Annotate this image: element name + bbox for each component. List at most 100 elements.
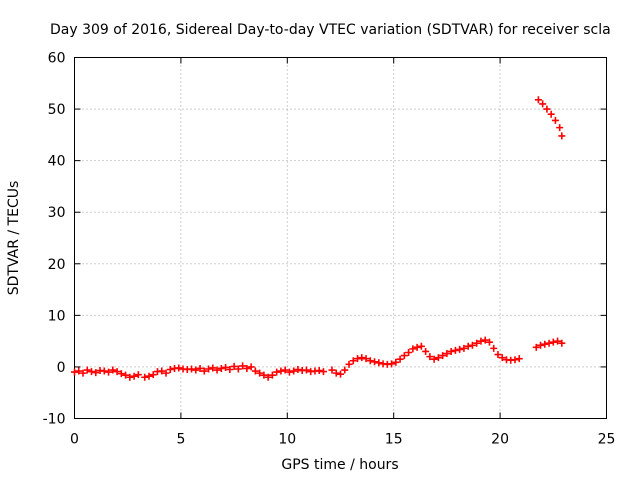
x-tick-label: 5 — [176, 432, 185, 448]
data-point — [409, 345, 417, 353]
data-point — [209, 364, 217, 372]
data-point — [268, 371, 276, 379]
data-point — [551, 116, 559, 124]
data-point — [451, 346, 459, 354]
data-point — [315, 367, 323, 375]
data-point — [534, 96, 542, 104]
data-point — [556, 124, 564, 132]
data-point — [439, 352, 447, 360]
data-point — [515, 355, 523, 363]
data-point — [464, 342, 472, 350]
data-point — [239, 362, 247, 370]
data-point — [543, 105, 551, 113]
y-tick-label: 50 — [48, 102, 66, 118]
data-point — [71, 368, 78, 376]
x-axis-label: GPS time / hours — [281, 457, 398, 473]
data-point — [75, 367, 83, 375]
data-point — [405, 348, 413, 356]
y-tick-label: -10 — [43, 412, 66, 428]
data-point — [447, 347, 455, 355]
data-point — [141, 373, 149, 381]
data-point — [222, 363, 230, 371]
y-tick-label: 30 — [48, 205, 66, 221]
data-point — [366, 357, 374, 365]
plot-frame — [74, 57, 607, 419]
data-point — [105, 368, 113, 376]
data-point — [349, 357, 357, 365]
data-point — [175, 364, 183, 372]
data-point — [294, 366, 302, 374]
data-point — [539, 100, 547, 108]
y-tick-label: 10 — [48, 308, 66, 324]
data-point — [400, 352, 408, 360]
data-point — [109, 366, 117, 374]
data-point — [243, 364, 251, 372]
data-point — [456, 345, 464, 353]
y-ticks: -10 0 10 20 30 40 50 60 — [43, 51, 607, 428]
data-point — [554, 337, 562, 345]
data-point — [371, 358, 379, 366]
data-point — [345, 360, 353, 368]
data-point — [113, 368, 121, 376]
data-point — [558, 339, 566, 347]
data-point — [422, 347, 430, 355]
data-point — [230, 362, 238, 370]
data-point — [547, 110, 555, 118]
data-point — [200, 367, 208, 375]
x-tick-label: 10 — [278, 432, 296, 448]
data-point — [205, 365, 213, 373]
data-point — [217, 364, 225, 372]
data-point — [358, 354, 366, 362]
y-tick-label: 60 — [48, 51, 66, 67]
data-point — [473, 339, 481, 347]
data-point — [134, 371, 142, 379]
data-point — [290, 367, 298, 375]
data-point — [319, 368, 327, 376]
data-point — [88, 368, 96, 376]
data-point — [213, 366, 221, 374]
data-point — [537, 341, 545, 349]
data-points — [71, 96, 566, 381]
y-axis-label: SDTVAR / TECUs — [6, 181, 22, 296]
data-point — [511, 356, 519, 364]
data-point — [260, 371, 268, 379]
data-point — [277, 367, 285, 375]
data-point — [83, 366, 91, 374]
data-point — [541, 340, 549, 348]
data-point — [388, 360, 396, 368]
data-point — [188, 365, 196, 373]
data-point — [494, 351, 502, 359]
data-point — [302, 366, 310, 374]
data-point — [149, 371, 157, 379]
data-point — [417, 342, 425, 350]
data-point — [426, 353, 434, 361]
data-point — [430, 355, 438, 363]
data-point — [490, 344, 498, 352]
data-point — [247, 363, 255, 371]
data-point — [285, 368, 293, 376]
data-point — [485, 338, 493, 346]
x-tick-label: 0 — [70, 432, 79, 448]
data-point — [281, 366, 289, 374]
data-point — [332, 369, 340, 377]
data-point — [549, 338, 557, 346]
x-tick-label: 25 — [598, 432, 616, 448]
data-point — [256, 369, 264, 377]
data-point — [122, 371, 130, 379]
data-point — [341, 366, 349, 374]
data-point — [532, 343, 540, 351]
data-point — [192, 366, 200, 374]
data-point — [251, 367, 259, 375]
data-point — [130, 372, 138, 380]
data-point — [468, 341, 476, 349]
data-point — [396, 355, 404, 363]
data-point — [477, 337, 485, 345]
grid — [74, 57, 607, 419]
data-point — [162, 369, 170, 377]
data-point — [145, 372, 153, 380]
data-point — [166, 366, 174, 374]
data-point — [354, 355, 362, 363]
data-point — [264, 373, 272, 381]
data-point — [79, 369, 87, 377]
